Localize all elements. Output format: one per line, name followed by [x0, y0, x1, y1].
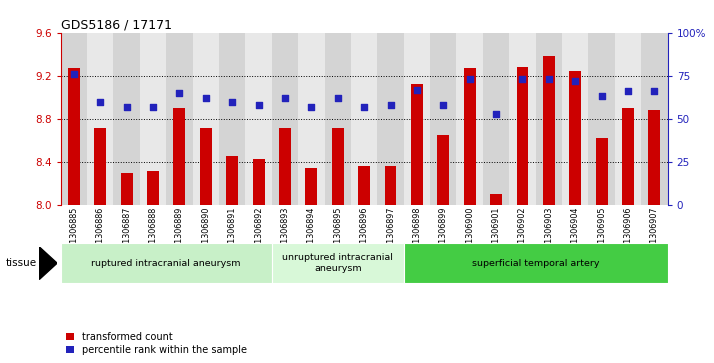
Bar — [403, 33, 430, 205]
Bar — [272, 33, 298, 205]
Bar — [174, 108, 186, 205]
Bar — [456, 33, 483, 205]
Bar — [648, 110, 660, 205]
Bar — [562, 33, 588, 205]
Bar — [332, 127, 343, 205]
Bar — [543, 56, 555, 205]
Bar — [509, 33, 536, 205]
Bar — [166, 33, 193, 205]
Bar — [279, 127, 291, 205]
Bar — [615, 33, 641, 205]
Bar — [325, 33, 351, 205]
Bar — [140, 33, 166, 205]
Bar — [403, 243, 668, 283]
Bar — [536, 33, 562, 205]
Point — [174, 90, 185, 96]
Bar — [641, 33, 668, 205]
Point — [358, 104, 370, 110]
Bar — [94, 127, 106, 205]
Point — [596, 94, 608, 99]
Bar — [193, 33, 219, 205]
Point — [226, 99, 238, 105]
Bar — [588, 33, 615, 205]
Bar — [147, 171, 159, 205]
Bar — [114, 33, 140, 205]
Bar — [351, 33, 377, 205]
Point — [517, 76, 528, 82]
Bar — [306, 168, 317, 205]
Bar — [385, 166, 396, 205]
Bar — [87, 33, 114, 205]
Bar — [464, 68, 476, 205]
Bar — [121, 173, 133, 205]
Point — [279, 95, 291, 101]
Bar — [483, 33, 509, 205]
Bar — [253, 159, 264, 205]
Bar — [226, 155, 238, 205]
Bar — [68, 68, 80, 205]
Bar — [490, 194, 502, 205]
Point — [332, 95, 343, 101]
Bar — [200, 127, 212, 205]
Bar — [516, 67, 528, 205]
Bar — [219, 33, 246, 205]
Point — [200, 95, 211, 101]
Point — [491, 111, 502, 117]
Point — [94, 99, 106, 105]
Point — [543, 76, 555, 82]
Point — [623, 89, 634, 94]
Point — [68, 71, 79, 77]
Bar — [622, 108, 634, 205]
Point — [147, 104, 159, 110]
Point — [438, 102, 449, 108]
Bar — [61, 243, 272, 283]
Text: tissue: tissue — [6, 258, 37, 268]
Text: unruptured intracranial
aneurysm: unruptured intracranial aneurysm — [282, 253, 393, 273]
Text: ruptured intracranial aneurysm: ruptured intracranial aneurysm — [91, 259, 241, 268]
Legend: transformed count, percentile rank within the sample: transformed count, percentile rank withi… — [66, 331, 247, 355]
Point — [121, 104, 132, 110]
Point — [464, 76, 476, 82]
Bar — [298, 33, 325, 205]
Bar — [61, 33, 87, 205]
Point — [411, 87, 423, 93]
Polygon shape — [39, 247, 57, 280]
Bar — [595, 138, 608, 205]
Point — [385, 102, 396, 108]
Bar — [358, 166, 370, 205]
Bar — [430, 33, 456, 205]
Point — [306, 104, 317, 110]
Bar — [272, 243, 403, 283]
Point — [649, 89, 660, 94]
Point — [253, 102, 264, 108]
Bar — [569, 72, 581, 205]
Bar — [411, 85, 423, 205]
Bar — [377, 33, 403, 205]
Bar — [246, 33, 272, 205]
Text: superficial temporal artery: superficial temporal artery — [472, 259, 600, 268]
Bar — [438, 135, 449, 205]
Point — [570, 78, 581, 84]
Text: GDS5186 / 17171: GDS5186 / 17171 — [61, 18, 171, 31]
